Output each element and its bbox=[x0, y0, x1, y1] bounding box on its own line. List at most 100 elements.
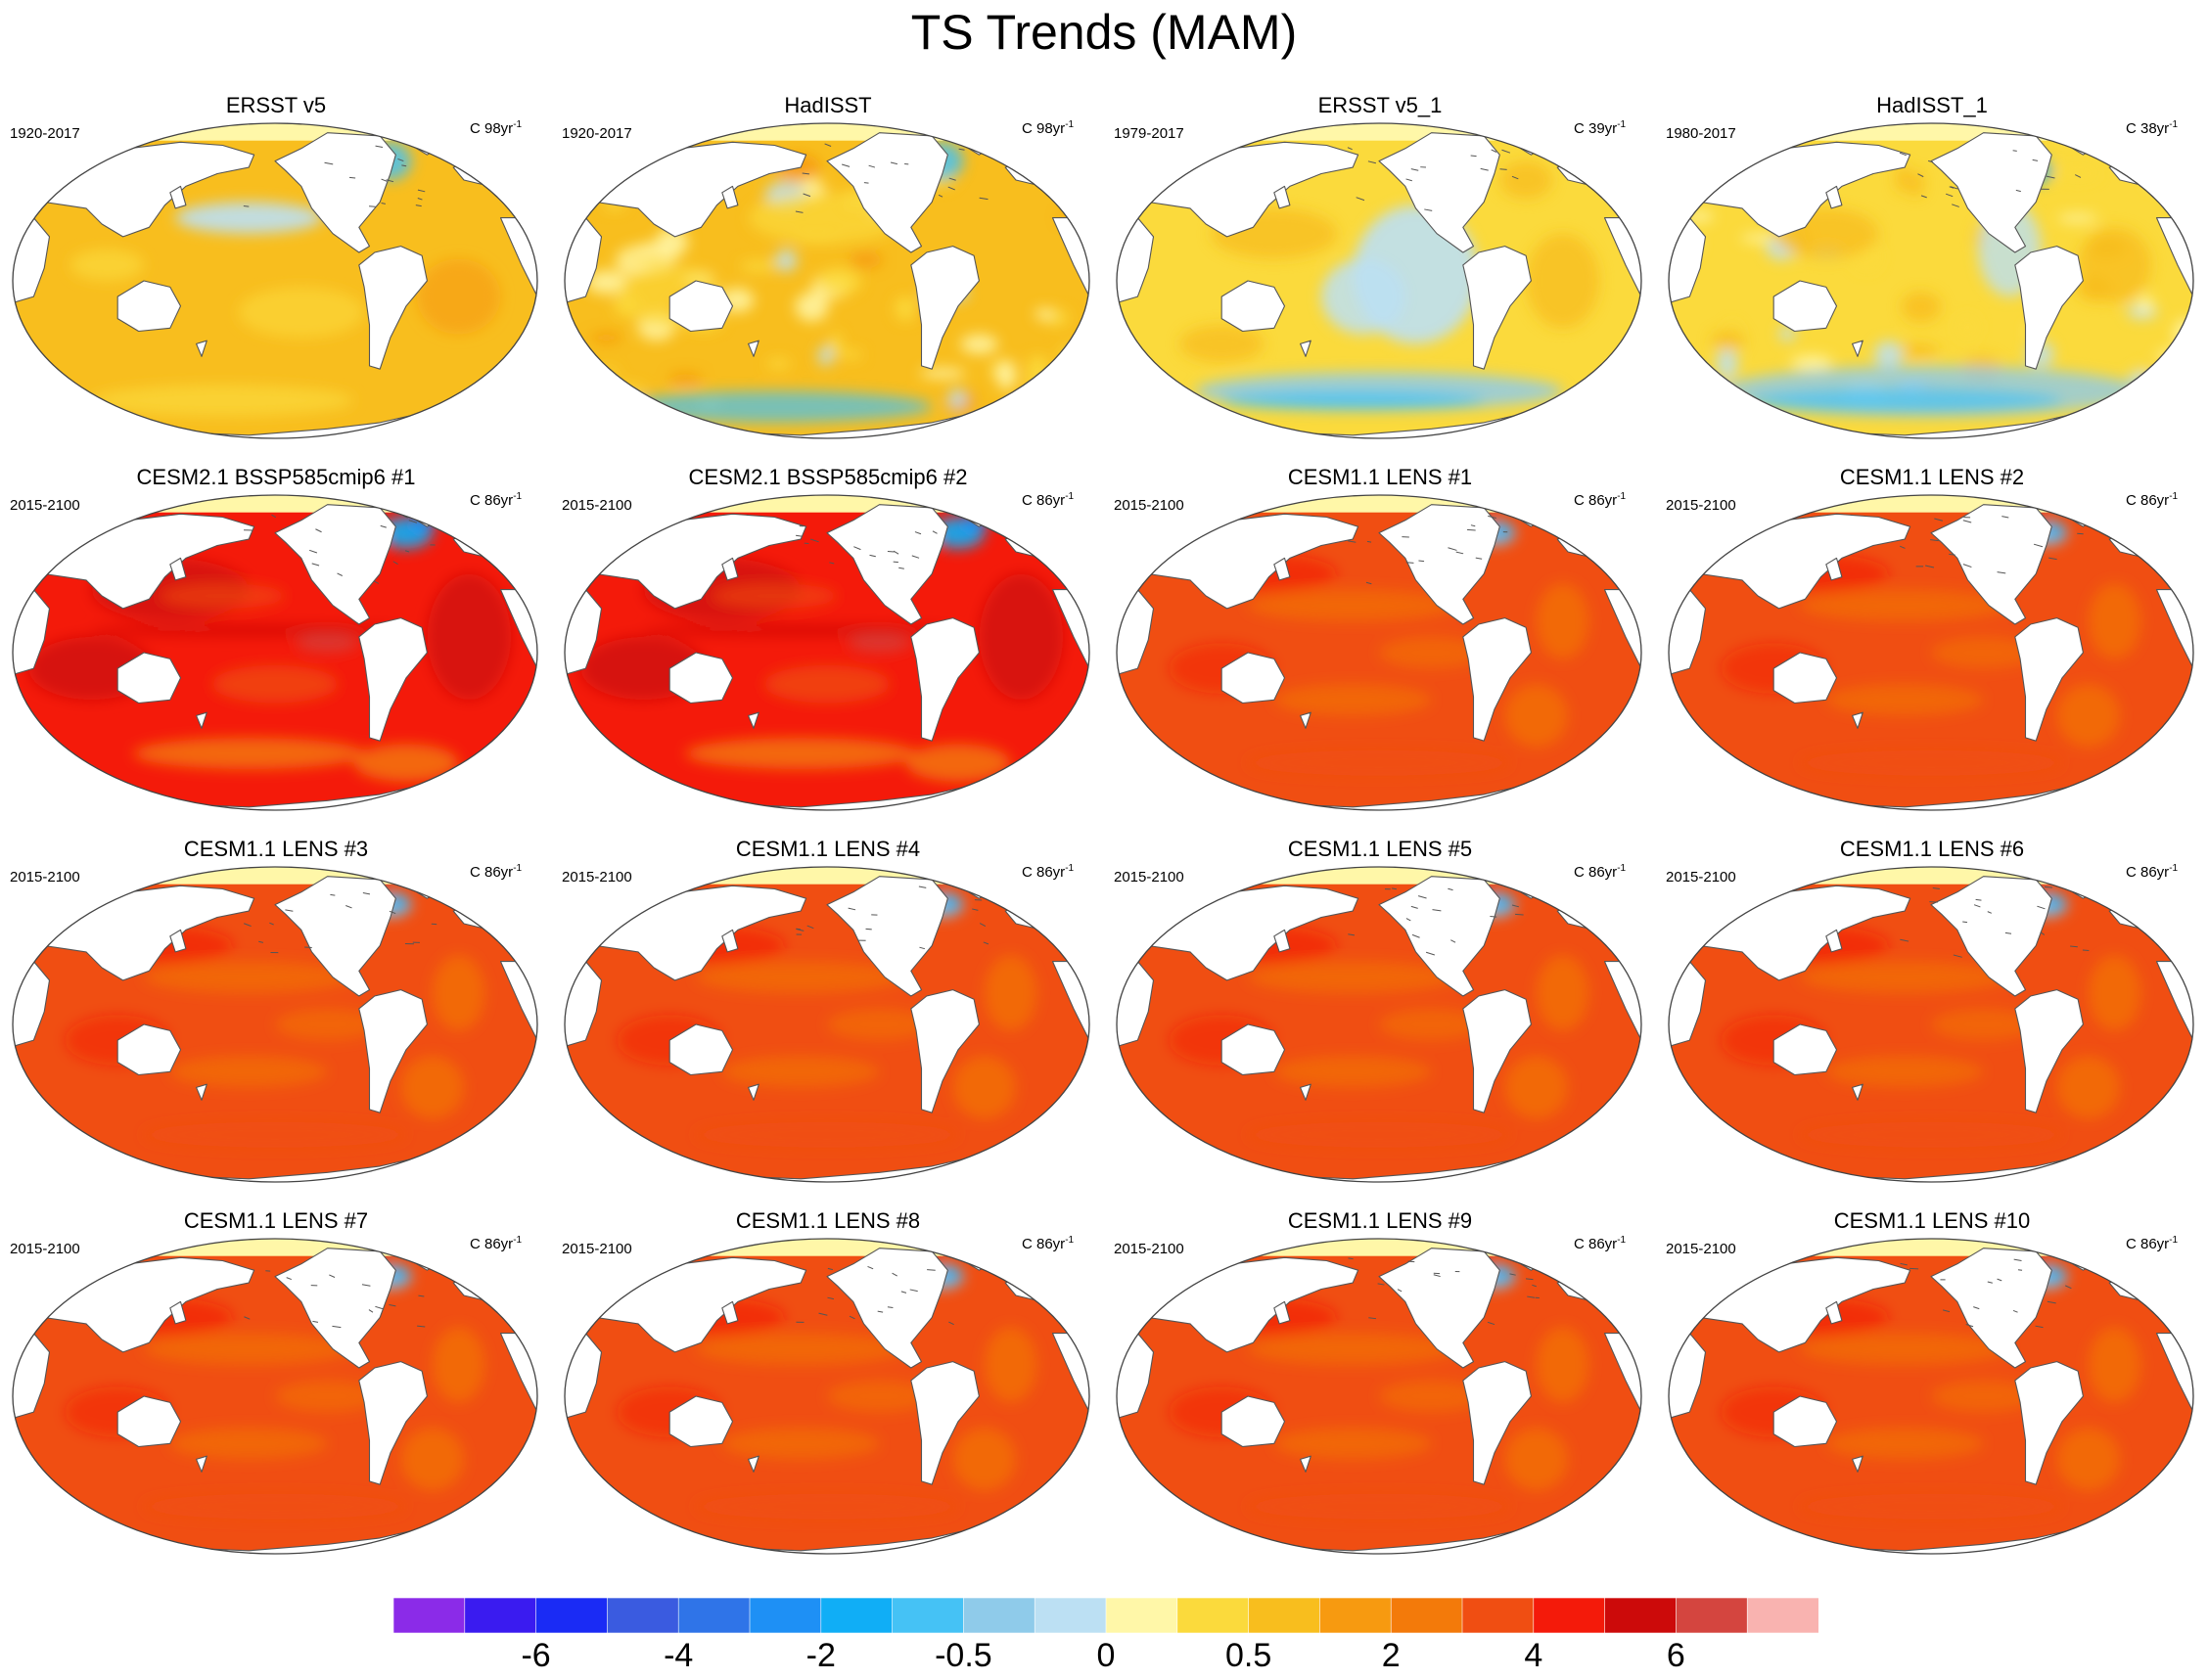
landmass-japan bbox=[1273, 185, 1291, 209]
landmass-newZealand bbox=[748, 340, 759, 357]
landmass-northAmerica bbox=[826, 876, 948, 997]
map-panel: HadISST 1920-2017 C 98yr-1 bbox=[552, 93, 1104, 465]
panel-units: C 86yr-1 bbox=[2126, 1230, 2178, 1259]
panel-units: C 86yr-1 bbox=[1022, 858, 1074, 887]
figure-title: TS Trends (MAM) bbox=[910, 5, 1298, 60]
panel-units: C 86yr-1 bbox=[470, 858, 522, 887]
colorbar-swatch bbox=[892, 1598, 965, 1633]
colorbar-swatch bbox=[1676, 1598, 1749, 1633]
landmass-northAmerica bbox=[1930, 1248, 2052, 1369]
panel-units-exponent: -1 bbox=[513, 491, 523, 502]
map-frame bbox=[12, 866, 538, 1183]
panel-units: C 38yr-1 bbox=[2126, 114, 2178, 144]
map-frame bbox=[564, 1238, 1090, 1555]
map-frame bbox=[564, 866, 1090, 1183]
landmass-australia bbox=[1220, 1395, 1286, 1448]
map-frame bbox=[1116, 122, 1642, 439]
panel-title: ERSST v5 bbox=[225, 93, 327, 117]
panel-period: 2015-2100 bbox=[1114, 869, 1184, 885]
colorbar-tick-label: -2 bbox=[805, 1637, 836, 1674]
landmass-northAmerica bbox=[826, 504, 948, 625]
panel-title: CESM1.1 LENS #10 bbox=[1833, 1208, 2031, 1233]
colorbar-swatch bbox=[1319, 1598, 1393, 1633]
world-map bbox=[1116, 494, 1642, 811]
world-map bbox=[1116, 1238, 1642, 1555]
colorbar-tick-label: 2 bbox=[1381, 1637, 1401, 1674]
panel-units-text: C 86yr bbox=[1022, 492, 1066, 509]
panel-period: 2015-2100 bbox=[1114, 1241, 1184, 1257]
colorbar-tick-label: 0 bbox=[1096, 1637, 1116, 1674]
world-map bbox=[564, 494, 1090, 811]
panel-period: 2015-2100 bbox=[1666, 497, 1736, 514]
colorbar-swatch bbox=[393, 1598, 466, 1633]
panel-units-text: C 39yr bbox=[1574, 120, 1618, 137]
landmass-southAmerica bbox=[1462, 989, 1532, 1113]
panel-title: CESM1.1 LENS #9 bbox=[1287, 1208, 1473, 1233]
landmass-australia bbox=[116, 280, 182, 333]
landmass-southAmerica bbox=[358, 1361, 428, 1485]
landmass-northAmerica bbox=[1930, 132, 2052, 253]
panel-units: C 39yr-1 bbox=[1574, 114, 1626, 144]
panel-units: C 86yr-1 bbox=[2126, 486, 2178, 516]
colorbar-tick-label: 0.5 bbox=[1224, 1637, 1272, 1674]
landmass-southAmerica bbox=[910, 617, 980, 742]
landmass-australia bbox=[668, 652, 734, 704]
panel-units-text: C 98yr bbox=[1022, 120, 1066, 137]
panel-title: CESM1.1 LENS #7 bbox=[183, 1208, 369, 1233]
landmass-australia bbox=[668, 280, 734, 333]
panel-period: 2015-2100 bbox=[1666, 1241, 1736, 1257]
panel-units-exponent: -1 bbox=[1065, 491, 1075, 502]
panel-units-exponent: -1 bbox=[1617, 863, 1627, 874]
landmass-australia bbox=[1220, 652, 1286, 704]
map-frame bbox=[12, 494, 538, 811]
map-panel: CESM1.1 LENS #4 2015-2100 C 86yr-1 bbox=[552, 837, 1104, 1208]
panel-units-text: C 86yr bbox=[470, 492, 514, 509]
panel-period: 2015-2100 bbox=[562, 869, 632, 885]
map-frame bbox=[1668, 122, 2194, 439]
landmass-newZealand bbox=[1300, 1083, 1311, 1101]
map-panel: CESM1.1 LENS #1 2015-2100 C 86yr-1 bbox=[1104, 465, 1656, 837]
landmass-southAmerica bbox=[358, 246, 428, 370]
landmass-australia bbox=[668, 1023, 734, 1076]
landmass-southAmerica bbox=[1462, 1361, 1532, 1485]
colorbar bbox=[393, 1598, 1818, 1633]
landmass-japan bbox=[1825, 929, 1843, 953]
world-map bbox=[12, 494, 538, 811]
panel-units-text: C 86yr bbox=[1574, 1236, 1618, 1252]
panel-title: HadISST bbox=[784, 93, 872, 117]
panel-title: ERSST v5_1 bbox=[1317, 93, 1443, 117]
landmass-australia bbox=[668, 1395, 734, 1448]
panel-period: 2015-2100 bbox=[1114, 497, 1184, 514]
panel-period: 1920-2017 bbox=[562, 125, 632, 142]
colorbar-swatch bbox=[1604, 1598, 1678, 1633]
landmass-newZealand bbox=[1300, 1455, 1311, 1473]
panel-title: CESM1.1 LENS #5 bbox=[1287, 837, 1473, 861]
world-map bbox=[12, 122, 538, 439]
panel-units-text: C 86yr bbox=[2126, 1236, 2170, 1252]
landmass-southAmerica bbox=[1462, 246, 1532, 370]
panel-units-exponent: -1 bbox=[513, 863, 523, 874]
landmass-japan bbox=[721, 557, 739, 581]
world-map bbox=[12, 866, 538, 1183]
panel-title: CESM2.1 BSSP585cmip6 #1 bbox=[136, 465, 416, 489]
colorbar-swatch bbox=[749, 1598, 822, 1633]
colorbar-tick-label: -0.5 bbox=[935, 1637, 992, 1674]
map-panel: CESM2.1 BSSP585cmip6 #1 2015-2100 C 86yr-1 bbox=[0, 465, 552, 837]
map-frame bbox=[1668, 866, 2194, 1183]
panel-title: CESM2.1 BSSP585cmip6 #2 bbox=[688, 465, 968, 489]
panel-units: C 86yr-1 bbox=[1574, 858, 1626, 887]
colorbar-swatch bbox=[677, 1598, 751, 1633]
panel-title: HadISST_1 bbox=[1876, 93, 1988, 117]
landmass-australia bbox=[116, 652, 182, 704]
panel-units: C 98yr-1 bbox=[1022, 114, 1074, 144]
colorbar-tick-label: 4 bbox=[1524, 1637, 1543, 1674]
world-map bbox=[564, 866, 1090, 1183]
panel-units-exponent: -1 bbox=[2169, 491, 2179, 502]
colorbar-swatch bbox=[1034, 1598, 1107, 1633]
landmass-newZealand bbox=[1300, 340, 1311, 357]
map-frame bbox=[1116, 494, 1642, 811]
landmass-southAmerica bbox=[2014, 1361, 2084, 1485]
landmass-australia bbox=[1772, 280, 1838, 333]
colorbar-swatch bbox=[1461, 1598, 1535, 1633]
landmass-northAmerica bbox=[1378, 876, 1500, 997]
